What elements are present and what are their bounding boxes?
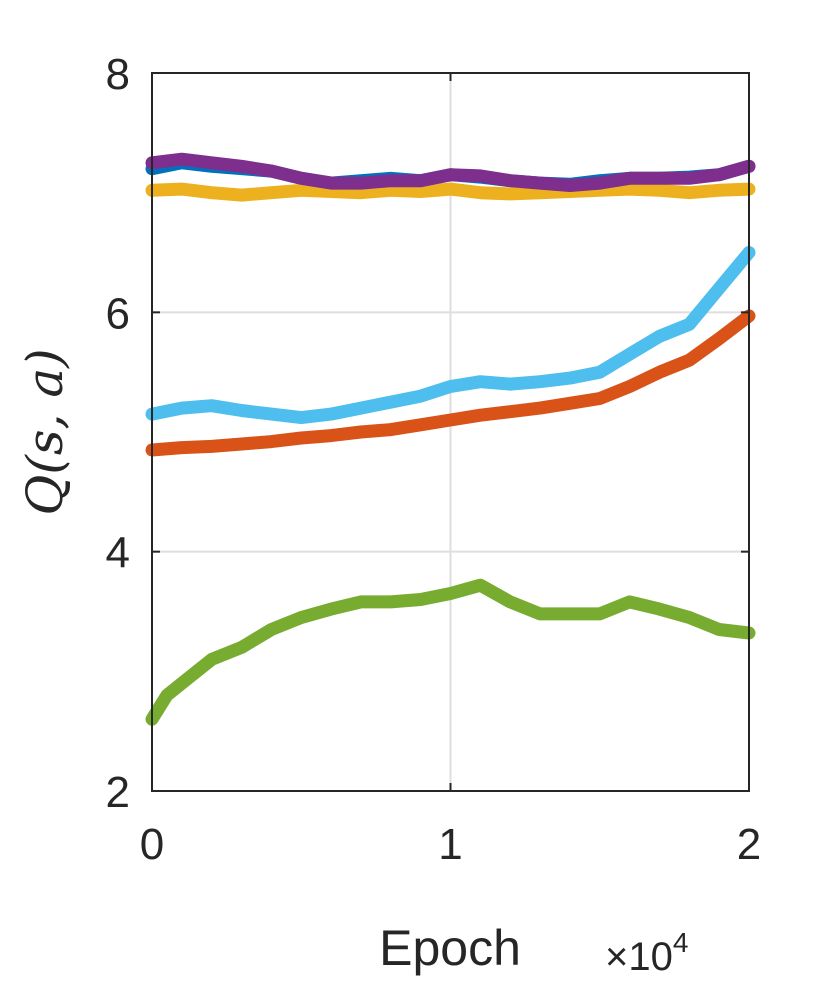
y-tick-label-0: 2 (106, 768, 130, 817)
series-line-2 (145, 182, 756, 202)
y-axis-title: Q(s, a) (16, 348, 74, 515)
tick-labels: 0 1 2 2 4 6 8 (106, 50, 762, 869)
y-tick-label-1: 4 (106, 529, 130, 578)
series-line-1 (145, 309, 756, 457)
series-layer (145, 152, 756, 726)
series-line-3 (145, 152, 756, 192)
x-axis-title: Epoch (379, 920, 521, 976)
x-tick-label-2: 2 (737, 820, 761, 869)
x-axis-multiplier: ×104 (605, 927, 688, 979)
y-tick-label-3: 8 (106, 50, 130, 99)
y-tick-label-2: 6 (106, 289, 130, 338)
series-line-4 (145, 578, 756, 726)
x-multiplier-exponent: 4 (673, 927, 689, 958)
x-multiplier-base: ×10 (605, 935, 673, 979)
axis-ticks (151, 72, 750, 792)
series-line-5 (145, 246, 756, 425)
x-tick-label-1: 1 (438, 820, 462, 869)
x-tick-label-0: 0 (140, 820, 164, 869)
